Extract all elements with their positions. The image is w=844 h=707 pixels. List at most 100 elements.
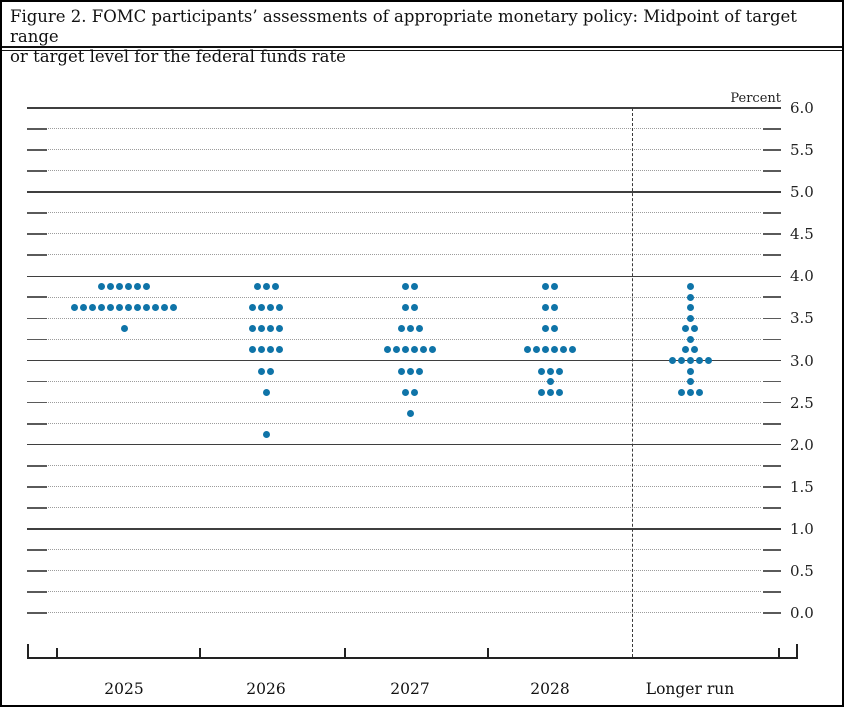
dot-2028-2.875: [546, 367, 554, 375]
dot-2027-3.125: [402, 346, 409, 354]
dot-2026-2.625: [262, 388, 270, 396]
x-axis-label-longer-run: Longer run: [645, 680, 735, 698]
dot-2028-3.125: [551, 346, 558, 354]
dot-2027-2.375: [406, 409, 414, 417]
dot-2028-2.875: [537, 367, 545, 375]
dot-2027-3.125: [420, 346, 427, 354]
gridline-dotted-4.5: [48, 233, 761, 235]
dot-2028-2.625: [537, 388, 545, 396]
y-tick-left-0.75: [27, 548, 47, 551]
y-tick-right-3.25: [763, 338, 781, 341]
y-tick-left-4.75: [27, 212, 47, 215]
dot-2025-3.375: [120, 325, 128, 333]
dot-2028-3.875: [542, 283, 549, 291]
dot-2027-2.875: [406, 367, 414, 375]
longer-run-separator-dashed-line: [632, 108, 633, 657]
dot-longer-run-3.75: [686, 293, 694, 301]
dot-2025-3.625: [98, 304, 105, 312]
dot-2028-3.875: [551, 283, 558, 291]
figure-title-line2: or target level for the federal funds ra…: [10, 47, 346, 66]
x-axis-tick-4: [778, 648, 780, 658]
dot-2025-3.625: [71, 304, 78, 312]
dot-2028-3.625: [551, 304, 558, 312]
dot-longer-run-3: [704, 357, 712, 364]
gridline-dotted-2.75: [48, 380, 761, 382]
dot-2028-3.125: [569, 346, 576, 354]
dot-2026-2.875: [258, 367, 265, 375]
y-tick-left-5.75: [27, 128, 47, 130]
y-tick-right-0.5: [763, 570, 781, 572]
x-axis-baseline: [27, 657, 798, 659]
dot-2028-3.125: [533, 346, 540, 354]
dot-longer-run-3: [695, 357, 703, 364]
y-tick-left-1.75: [27, 464, 47, 467]
gridline-dotted-0.25: [48, 591, 761, 593]
y-tick-right-0: [763, 612, 781, 614]
gridline-dotted-3.5: [48, 317, 761, 319]
x-axis-label-2025: 2025: [104, 680, 144, 698]
dot-2027-3.625: [411, 304, 418, 312]
dot-2027-3.375: [397, 325, 405, 333]
dot-2026-3.625: [267, 304, 274, 312]
dot-2025-3.625: [116, 304, 123, 312]
dot-2028-3.625: [542, 304, 549, 312]
dot-longer-run-2.875: [686, 367, 694, 375]
dot-2025-3.875: [98, 283, 105, 291]
x-axis-tick-2: [344, 648, 346, 658]
y-tick-right-4.75: [763, 212, 781, 215]
gridline-dotted-3.25: [48, 338, 761, 340]
title-divider-top: [2, 46, 842, 48]
gridline-solid-6: [27, 107, 781, 109]
dot-2027-3.125: [393, 346, 400, 354]
x-axis-tick-3: [487, 648, 489, 658]
dot-2026-3.625: [276, 304, 283, 312]
y-tick-left-4.25: [27, 254, 47, 257]
dot-2027-3.625: [402, 304, 409, 312]
y-tick-left-3.75: [27, 296, 47, 299]
y-axis-label-2.0: 2.0: [790, 435, 814, 454]
y-axis-label-5.5: 5.5: [790, 141, 814, 160]
y-tick-left-4.5: [27, 233, 47, 236]
dot-2027-3.125: [384, 346, 391, 354]
y-tick-right-3.75: [763, 296, 781, 299]
dot-longer-run-3.375: [691, 325, 698, 333]
y-tick-left-0.5: [27, 570, 47, 572]
gridline-dotted-1.75: [48, 464, 761, 466]
title-divider-bottom: [2, 50, 842, 51]
y-tick-right-4.5: [763, 233, 781, 236]
dot-2026-3.875: [253, 283, 261, 291]
y-axis-unit-label: Percent: [730, 91, 781, 106]
dot-2027-2.875: [415, 367, 423, 375]
y-axis-label-5.0: 5.0: [790, 183, 814, 202]
y-tick-right-0.75: [763, 548, 781, 551]
dot-2028-2.875: [555, 367, 563, 375]
y-tick-left-0.25: [27, 591, 47, 593]
dot-2026-3.375: [276, 325, 283, 333]
dot-2025-3.625: [107, 304, 114, 312]
dot-2026-3.125: [258, 346, 265, 354]
dot-2027-2.875: [397, 367, 405, 375]
gridline-dotted-2.5: [48, 401, 761, 403]
dot-2028-3.125: [560, 346, 567, 354]
dot-longer-run-3: [677, 357, 685, 364]
gridline-solid-4: [27, 275, 781, 278]
dot-2025-3.625: [89, 304, 96, 312]
dot-longer-run-3.25: [686, 335, 694, 343]
y-axis-label-0.0: 0.0: [790, 604, 814, 622]
y-tick-left-1.5: [27, 485, 47, 488]
dot-2026-3.875: [262, 283, 270, 291]
dot-2028-2.625: [546, 388, 554, 396]
dot-longer-run-2.625: [695, 388, 703, 396]
gridline-dotted-1.5: [48, 485, 761, 487]
gridline-dotted-5.75: [48, 128, 761, 130]
dot-2026-3.625: [249, 304, 256, 312]
dot-2025-3.625: [152, 304, 159, 312]
y-tick-right-5.5: [763, 149, 781, 151]
gridline-dotted-4.75: [48, 212, 761, 214]
x-axis-left-endcap: [27, 644, 29, 658]
y-axis-label-2.5: 2.5: [790, 393, 814, 412]
dot-2025-3.625: [134, 304, 141, 312]
dot-2028-2.75: [546, 378, 554, 386]
dot-2027-3.125: [429, 346, 436, 354]
